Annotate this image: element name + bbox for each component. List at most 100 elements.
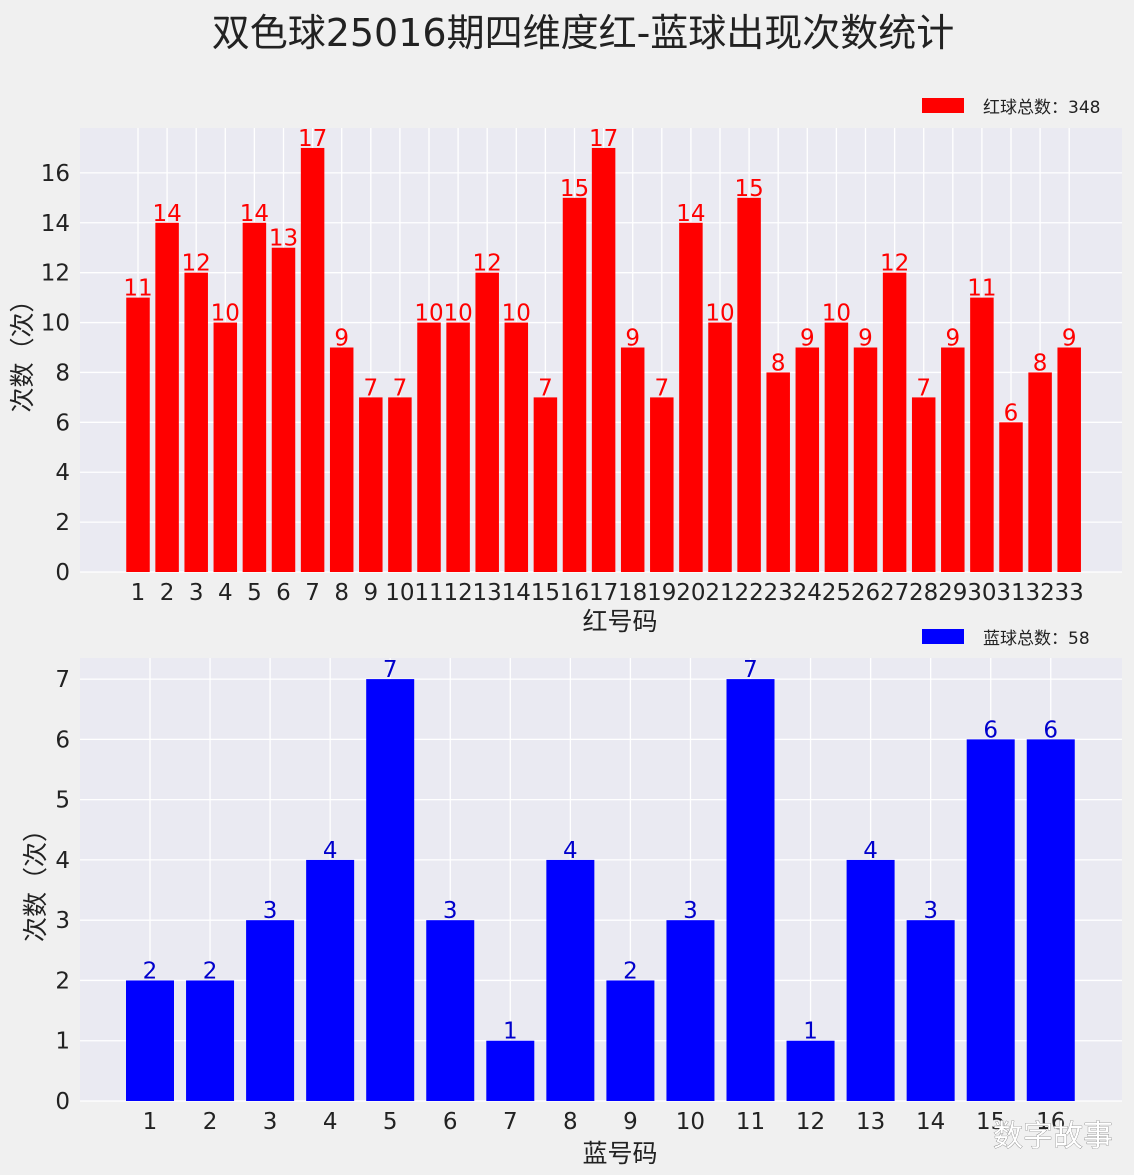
red-value-label: 14 <box>676 201 705 227</box>
blue-y-tick-label: 3 <box>55 908 70 934</box>
blue-x-axis-label: 蓝号码 <box>582 1139 657 1168</box>
red-bar-24 <box>795 347 820 572</box>
red-value-label: 9 <box>625 326 640 352</box>
red-x-tick-label: 6 <box>276 580 291 606</box>
red-y-tick-label: 10 <box>41 311 70 337</box>
red-value-label: 13 <box>269 226 298 252</box>
blue-value-label: 7 <box>383 657 398 683</box>
blue-y-tick-label: 6 <box>55 727 70 753</box>
red-y-tick-label: 12 <box>41 261 70 287</box>
watermark: 数字故事 <box>993 1119 1113 1154</box>
red-bar-1 <box>126 297 150 572</box>
blue-value-label: 6 <box>983 717 998 743</box>
red-value-label: 9 <box>945 326 960 352</box>
blue-x-tick-label: 14 <box>916 1109 945 1135</box>
blue-value-label: 3 <box>683 898 698 924</box>
red-x-tick-label: 4 <box>218 580 233 606</box>
red-value-label: 10 <box>502 301 531 327</box>
blue-x-tick-label: 4 <box>323 1109 338 1135</box>
blue-x-tick-label: 7 <box>503 1109 518 1135</box>
red-x-tick-label: 18 <box>618 580 647 606</box>
blue-x-tick-label: 3 <box>263 1109 278 1135</box>
blue-bar-16 <box>1026 739 1075 1101</box>
red-value-label: 12 <box>182 251 211 277</box>
red-bar-2 <box>155 222 179 573</box>
red-value-label: 17 <box>298 126 327 152</box>
blue-plot-area <box>80 658 1122 1101</box>
red-value-label: 10 <box>705 301 734 327</box>
blue-bar-9 <box>606 980 655 1101</box>
red-x-tick-label: 25 <box>822 580 851 606</box>
blue-x-tick-label: 11 <box>736 1109 765 1135</box>
red-bar-3 <box>184 272 208 572</box>
red-bar-21 <box>708 322 732 572</box>
blue-x-tick-label: 12 <box>796 1109 825 1135</box>
red-x-tick-label: 7 <box>305 580 320 606</box>
red-x-tick-label: 20 <box>676 580 705 606</box>
red-x-tick-label: 11 <box>414 580 443 606</box>
red-value-label: 12 <box>880 251 909 277</box>
red-value-label: 6 <box>1004 400 1019 426</box>
red-y-tick-label: 14 <box>41 211 70 237</box>
red-x-tick-label: 32 <box>1025 580 1054 606</box>
blue-value-label: 4 <box>323 838 338 864</box>
blue-value-label: 2 <box>203 958 218 984</box>
blue-bar-10 <box>666 920 715 1101</box>
red-value-label: 10 <box>211 301 240 327</box>
blue-y-tick-label: 0 <box>55 1089 70 1115</box>
blue-x-tick-label: 16 <box>1036 1109 1065 1135</box>
red-bar-32 <box>1028 372 1052 572</box>
red-bar-26 <box>853 347 878 572</box>
red-y-tick-label: 0 <box>55 560 70 586</box>
blue-y-tick-label: 7 <box>55 667 70 693</box>
red-x-tick-label: 33 <box>1055 580 1084 606</box>
red-value-label: 7 <box>654 375 669 401</box>
red-x-tick-label: 10 <box>385 580 414 606</box>
blue-x-tick-label: 10 <box>676 1109 705 1135</box>
red-value-label: 8 <box>771 350 786 376</box>
blue-x-tick-label: 15 <box>976 1109 1005 1135</box>
blue-value-label: 6 <box>1043 717 1058 743</box>
red-x-tick-label: 5 <box>247 580 262 606</box>
red-value-label: 9 <box>334 326 349 352</box>
red-value-label: 7 <box>916 375 931 401</box>
blue-legend-swatch <box>922 629 964 644</box>
blue-x-tick-label: 8 <box>563 1109 578 1135</box>
blue-x-tick-label: 13 <box>856 1109 885 1135</box>
red-x-tick-label: 3 <box>189 580 204 606</box>
blue-y-tick-label: 5 <box>55 788 70 814</box>
red-bar-6 <box>271 247 296 572</box>
blue-x-tick-label: 2 <box>203 1109 218 1135</box>
red-legend-swatch <box>922 98 964 113</box>
blue-x-tick-label: 9 <box>623 1109 638 1135</box>
red-value-label: 12 <box>473 251 502 277</box>
blue-y-tick-label: 2 <box>55 968 70 994</box>
blue-bar-4 <box>306 859 355 1101</box>
blue-legend-label: 蓝球总数：58 <box>983 629 1090 649</box>
red-value-label: 14 <box>152 201 181 227</box>
blue-value-label: 3 <box>923 898 938 924</box>
red-bar-15 <box>533 397 558 572</box>
blue-x-tick-label: 1 <box>143 1109 158 1135</box>
red-bar-31 <box>999 422 1023 572</box>
red-x-tick-label: 2 <box>160 580 175 606</box>
blue-ball-chart: 0123456721223344753617482931071111241331… <box>21 629 1122 1168</box>
blue-y-axis-label: 次数（次） <box>21 817 50 942</box>
blue-x-tick-label: 5 <box>383 1109 398 1135</box>
blue-value-label: 3 <box>263 898 278 924</box>
red-ball-chart: 0246810121416111142123104145136177987971… <box>8 98 1122 636</box>
red-bar-19 <box>650 397 674 572</box>
red-value-label: 14 <box>240 201 269 227</box>
red-x-tick-label: 22 <box>734 580 763 606</box>
blue-bar-2 <box>186 980 235 1101</box>
red-x-tick-label: 26 <box>851 580 880 606</box>
red-value-label: 15 <box>560 176 589 202</box>
red-x-tick-label: 21 <box>705 580 734 606</box>
blue-bar-8 <box>546 859 595 1101</box>
red-bar-18 <box>620 347 645 572</box>
red-y-tick-label: 16 <box>41 161 70 187</box>
red-value-label: 11 <box>123 276 152 302</box>
red-legend-label: 红球总数：348 <box>983 98 1100 118</box>
red-value-label: 7 <box>363 375 378 401</box>
